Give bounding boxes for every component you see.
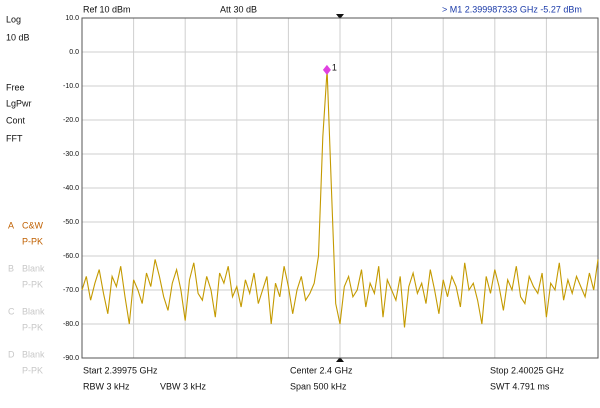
y-tick-label: 0.0 — [69, 49, 79, 56]
setting-label: FFT — [6, 133, 23, 143]
marker-label: 1 — [332, 62, 337, 72]
y-tick-label: 10.0 — [65, 15, 79, 22]
sweep-setting: Start 2.39975 GHz — [83, 365, 158, 375]
setting-label: Log — [6, 14, 21, 24]
y-tick-label: -10.0 — [63, 83, 79, 90]
setting-label: 10 dB — [6, 32, 30, 42]
y-tick-label: -60.0 — [63, 253, 79, 260]
trace-letter: B — [8, 263, 14, 273]
marker — [322, 64, 331, 75]
ref-level: Ref 10 dBm — [83, 4, 131, 14]
y-tick-label: -80.0 — [63, 321, 79, 328]
setting-label: Free — [6, 82, 25, 92]
y-tick-label: -90.0 — [63, 355, 79, 362]
trace-letter: C — [8, 306, 15, 316]
marker-readout: > M1 2.399987333 GHz -5.27 dBm — [442, 4, 582, 14]
plot-frame — [81, 17, 599, 359]
trace-letter: A — [8, 220, 14, 230]
sweep-setting: Span 500 kHz — [290, 381, 347, 391]
trace-detector: P-PK — [22, 236, 43, 246]
y-tick-label: -50.0 — [63, 219, 79, 226]
trace-type: Blank — [22, 306, 45, 316]
sweep-setting: SWT 4.791 ms — [490, 381, 550, 391]
trace-detector: P-PK — [22, 279, 43, 289]
y-tick-label: -30.0 — [63, 151, 79, 158]
trace-type: C&W — [22, 220, 44, 230]
trace-type: Blank — [22, 349, 45, 359]
center-arrow-top — [336, 14, 344, 19]
y-tick-label: -20.0 — [63, 117, 79, 124]
y-tick-label: -40.0 — [63, 185, 79, 192]
center-arrow-bottom — [336, 357, 344, 362]
setting-label: LgPwr — [6, 98, 32, 108]
sweep-setting: RBW 3 kHz — [83, 381, 130, 391]
attenuation: Att 30 dB — [220, 4, 257, 14]
setting-label: Cont — [6, 115, 26, 125]
sweep-setting: Stop 2.40025 GHz — [490, 365, 565, 375]
y-tick-label: -70.0 — [63, 287, 79, 294]
sweep-setting: Center 2.4 GHz — [290, 365, 353, 375]
trace — [81, 69, 599, 328]
trace-detector: P-PK — [22, 322, 43, 332]
trace-detector: P-PK — [22, 365, 43, 375]
trace-letter: D — [8, 349, 15, 359]
trace-type: Blank — [22, 263, 45, 273]
sweep-setting: VBW 3 kHz — [160, 381, 207, 391]
